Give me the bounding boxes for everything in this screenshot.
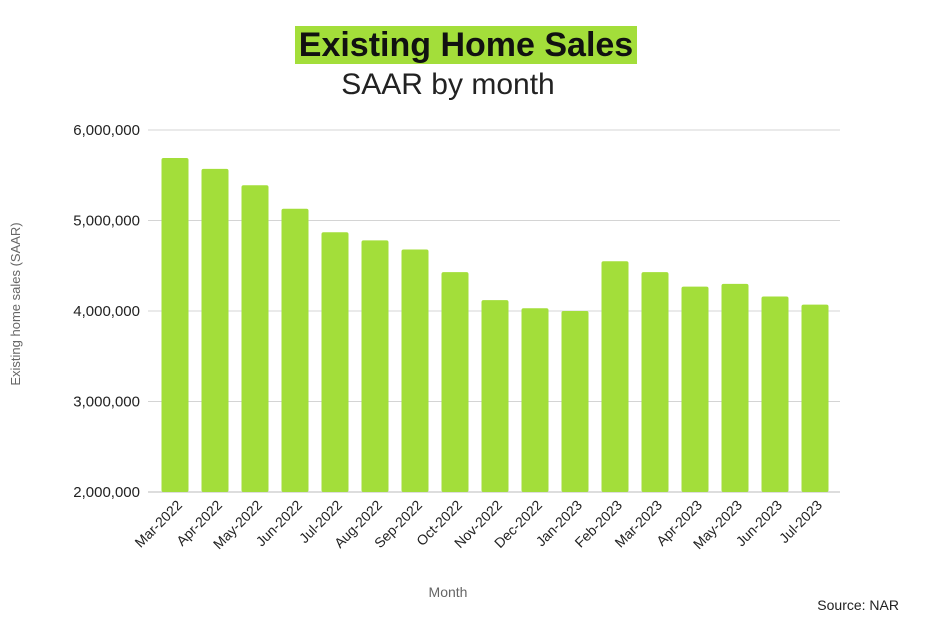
bar-nov-2022: [481, 300, 509, 492]
bar-jan-2023: [561, 311, 589, 492]
bar-apr-2022: [201, 168, 229, 493]
x-tick-labels: Mar-2022Apr-2022May-2022Jun-2022Jul-2022…: [131, 497, 825, 552]
y-tick-label: 6,000,000: [73, 122, 140, 139]
bar-mar-2022: [161, 158, 189, 492]
bar-jun-2023: [761, 296, 789, 492]
bar-mar-2023: [641, 272, 669, 492]
bars: [161, 158, 829, 493]
y-tick-label: 5,000,000: [73, 213, 140, 230]
chart-title: Existing Home Sales: [294, 26, 638, 64]
bar-oct-2022: [441, 272, 469, 492]
bar-aug-2022: [361, 240, 389, 492]
bar-jul-2023: [801, 304, 829, 492]
x-tick-label: Jul-2023: [776, 497, 825, 546]
y-tick-label: 2,000,000: [73, 484, 140, 501]
y-tick-label: 4,000,000: [73, 303, 140, 320]
bar-sep-2022: [401, 249, 429, 492]
y-tick-labels: 2,000,000 3,000,000 4,000,000 5,000,000 6,00…: [73, 122, 140, 501]
y-axis-label: Existing home sales (SAAR): [8, 222, 23, 385]
bar-jun-2022: [281, 208, 309, 493]
bar-dec-2022: [521, 308, 549, 492]
chart-subtitle: SAAR by month: [341, 68, 555, 101]
bar-apr-2023: [681, 286, 709, 492]
bar-may-2023: [721, 283, 749, 492]
bar-feb-2023: [601, 261, 629, 492]
source-note: Source: NAR: [817, 597, 899, 613]
bar-jul-2022: [321, 232, 349, 492]
bar-may-2022: [241, 185, 269, 492]
x-axis-label: Month: [429, 584, 468, 600]
y-tick-label: 3,000,000: [73, 394, 140, 411]
